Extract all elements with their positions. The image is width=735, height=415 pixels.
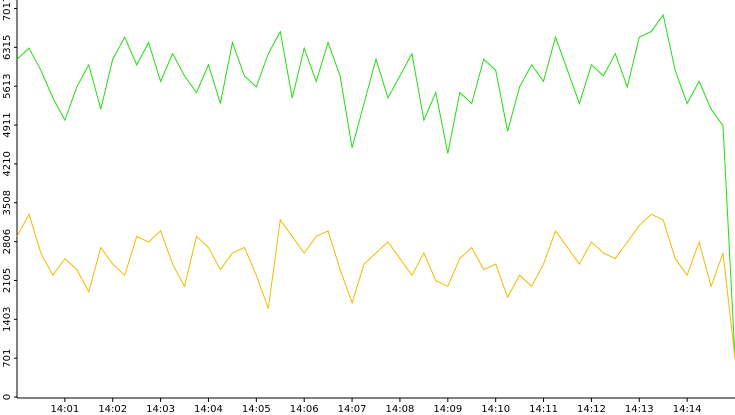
x-tick-label: 14:07 [338,404,367,415]
series-line [16,213,735,359]
y-tick-label: 701 [2,349,13,368]
series-line [16,13,735,359]
x-tick-label: 14:11 [529,404,558,415]
x-tick-label: 14:01 [50,404,79,415]
x-tick-label: 14:04 [194,404,223,415]
y-tick-label: 0 [2,394,13,400]
y-tick-label: 4210 [2,151,13,176]
y-tick-label: 4911 [2,112,13,137]
y-tick-label: 7017 [2,0,13,21]
y-tick-label: 2806 [2,229,13,254]
x-tick-label: 14:05 [242,404,271,415]
y-tick-label: 5613 [2,73,13,98]
x-tick-label: 14:13 [625,404,654,415]
y-tick-label: 2105 [2,268,13,293]
y-tick-label: 6315 [2,35,13,60]
x-tick-label: 14:08 [386,404,415,415]
x-tick-label: 14:10 [481,404,510,415]
y-tick-label: 3508 [2,190,13,215]
x-tick-label: 14:12 [577,404,606,415]
x-tick-label: 14:02 [98,404,127,415]
x-tick-label: 14:09 [433,404,462,415]
x-tick-label: 14:14 [673,404,702,415]
y-tick-label: 1403 [2,307,13,332]
x-tick-label: 14:06 [290,404,319,415]
x-tick-label: 14:03 [146,404,175,415]
